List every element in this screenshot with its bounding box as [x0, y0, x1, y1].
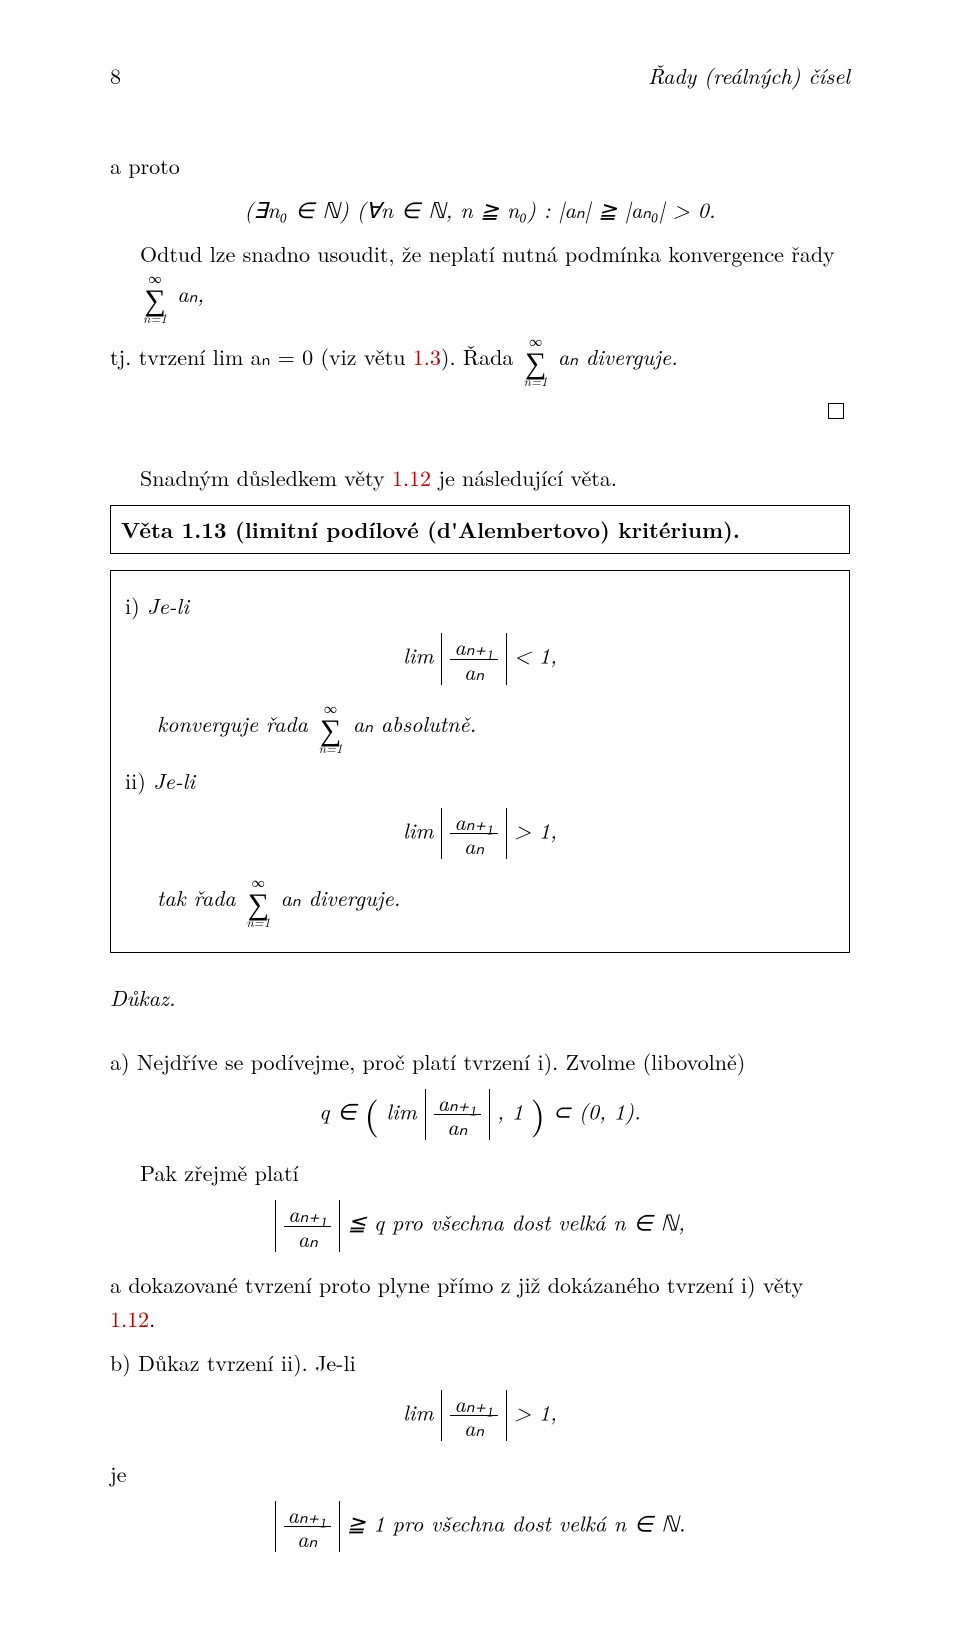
- para-b: b) Důkaz tvrzení ii). Je-li: [110, 1346, 850, 1380]
- proof-label: Důkaz.: [110, 981, 850, 1015]
- para-pak: Pak zřejmě platí: [110, 1156, 850, 1190]
- cond-ii: lim aₙ₊₁ aₙ > 1,: [125, 808, 835, 859]
- ref-veta-1-3[interactable]: 1.3: [413, 342, 441, 373]
- para-corollary: Snadným důsledkem věty 1.12 je následují…: [110, 461, 850, 495]
- para-a-concl: a dokazované tvrzení proto plyne přímo z…: [110, 1268, 850, 1336]
- sum-icon: ∞ ∑ n=1: [319, 701, 343, 754]
- theorem-header: Věta 1.13 (limitní podílové (d'Alemberto…: [110, 505, 850, 554]
- disp-geq1: aₙ₊₁ aₙ ≧ 1 pro všechna dost velká n ∈ ℕ…: [110, 1501, 850, 1552]
- para-je: je: [110, 1457, 850, 1491]
- para-tvrzeni: tj. tvrzení lim aₙ = 0 (viz větu 1.3). Ř…: [110, 334, 850, 387]
- qed-icon: [828, 403, 844, 419]
- disp-leq-q: aₙ₊₁ aₙ ≦ q pro všechna dost velká n ∈ ℕ…: [110, 1200, 850, 1251]
- para-a-proto: a proto: [110, 149, 850, 183]
- chapter-title: Řady (reálných) čísel: [648, 60, 850, 91]
- sum-icon: ∞ ∑ n=1: [246, 875, 270, 928]
- page-number: 8: [110, 60, 121, 91]
- ref-veta-1-12b[interactable]: 1.12: [110, 1303, 149, 1334]
- ref-veta-1-12[interactable]: 1.12: [392, 462, 431, 493]
- display-1: (∃n₀ ∈ ℕ) (∀n ∈ ℕ, n ≧ n₀) : |aₙ| ≧ |aₙ₀…: [110, 193, 850, 227]
- disp-q: q ∈ ( lim aₙ₊₁ aₙ , 1 ) ⊂ (0, 1).: [110, 1089, 850, 1140]
- para-a: a) Nejdříve se podívejme, proč platí tvr…: [110, 1045, 850, 1079]
- cond-i: lim aₙ₊₁ aₙ < 1,: [125, 633, 835, 684]
- disp-b-cond: lim aₙ₊₁ aₙ > 1,: [110, 1390, 850, 1441]
- sum-icon: ∞ ∑ n=1: [524, 334, 548, 387]
- theorem-body: i) Je-li lim aₙ₊₁ aₙ < 1, konverguje řad…: [110, 570, 850, 953]
- para-odtud: Odtud lze snadno usoudit, že neplatí nut…: [110, 237, 850, 324]
- sum-icon: ∞ ∑ n=1: [113, 271, 167, 324]
